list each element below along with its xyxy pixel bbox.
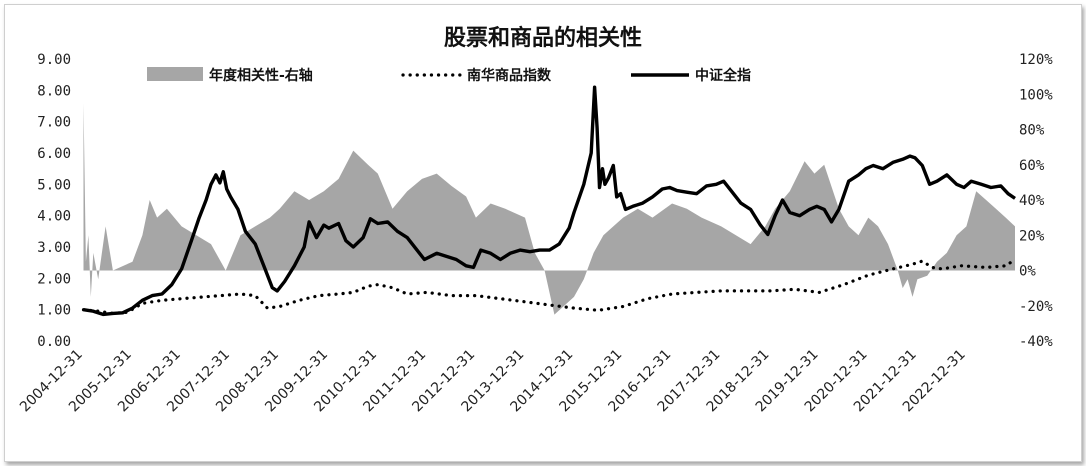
left-y-tick-label: 2.00 [37,271,71,287]
legend-swatch-area [147,67,203,81]
correlation-area [83,103,1015,315]
chart-title: 股票和商品的相关性 [444,25,642,51]
left-y-tick-label: 3.00 [37,240,71,256]
left-y-tick-label: 6.00 [37,146,71,162]
right-y-tick-label: 0% [1019,264,1036,280]
right-y-tick-label: 40% [1019,193,1045,209]
lines-layer [81,85,1017,317]
right-y-tick-label: -20% [1019,299,1053,315]
legend: 年度相关性-右轴 南华商品指数 中证全指 [147,67,751,84]
left-y-tick-label: 0.00 [37,334,71,350]
right-y-tick-label: 60% [1019,158,1045,174]
commodity-index-line [81,257,1017,316]
left-y-tick-label: 8.00 [37,83,71,99]
right-y-tick-label: 120% [1019,52,1053,68]
left-y-tick-label: 4.00 [37,209,71,225]
left-y-tick-label: 9.00 [37,52,71,68]
right-y-tick-label: 100% [1019,87,1053,103]
left-y-tick-label: 1.00 [37,303,71,319]
right-y-tick-label: 20% [1019,228,1045,244]
chart-frame: 股票和商品的相关性 0.00 1.00 2.00 3.00 4.00 5.00 6.00 7.… [4,4,1082,462]
left-y-tick-label: 5.00 [37,177,71,193]
legend-label-correlation: 年度相关性-右轴 [209,67,313,84]
legend-label-commodity: 南华商品指数 [467,67,552,84]
stock-index-line [83,85,1016,317]
correlation-area-layer [83,103,1015,315]
legend-label-stock: 中证全指 [695,67,751,84]
left-y-tick-label: 7.00 [37,115,71,131]
right-y-tick-label: 80% [1019,123,1045,139]
correlation-chart: 股票和商品的相关性 0.00 1.00 2.00 3.00 4.00 5.00 6.00 7.… [17,25,1053,415]
right-y-tick-label: -40% [1019,334,1053,350]
